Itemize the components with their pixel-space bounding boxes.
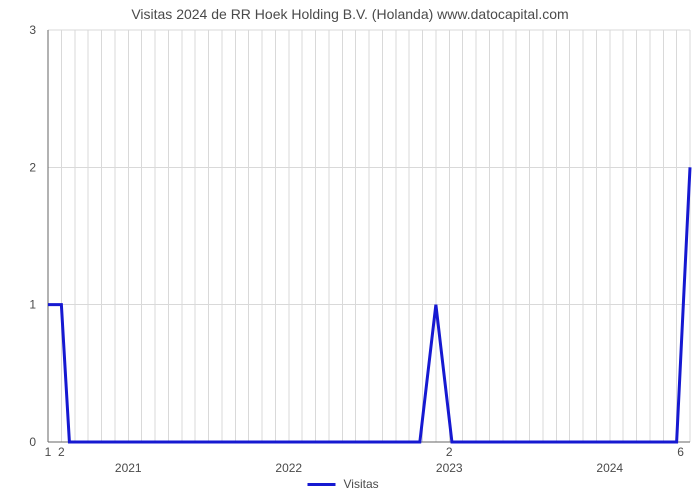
x-sub-label: 2 <box>58 445 65 459</box>
x-sub-label: 1 <box>45 445 52 459</box>
y-tick-label: 3 <box>29 23 36 37</box>
legend-swatch <box>308 483 336 486</box>
y-tick-label: 2 <box>29 160 36 174</box>
y-tick-label: 1 <box>29 298 36 312</box>
chart-title: Visitas 2024 de RR Hoek Holding B.V. (Ho… <box>0 6 700 22</box>
x-sub-label: 2 <box>446 445 453 459</box>
x-sub-label: 6 <box>677 445 684 459</box>
line-chart: 012312262021202220232024Visitas <box>0 0 700 500</box>
legend-label: Visitas <box>344 477 379 491</box>
x-tick-label: 2023 <box>436 461 463 475</box>
x-tick-label: 2024 <box>596 461 623 475</box>
x-tick-label: 2021 <box>115 461 142 475</box>
y-tick-label: 0 <box>29 435 36 449</box>
x-tick-label: 2022 <box>275 461 302 475</box>
